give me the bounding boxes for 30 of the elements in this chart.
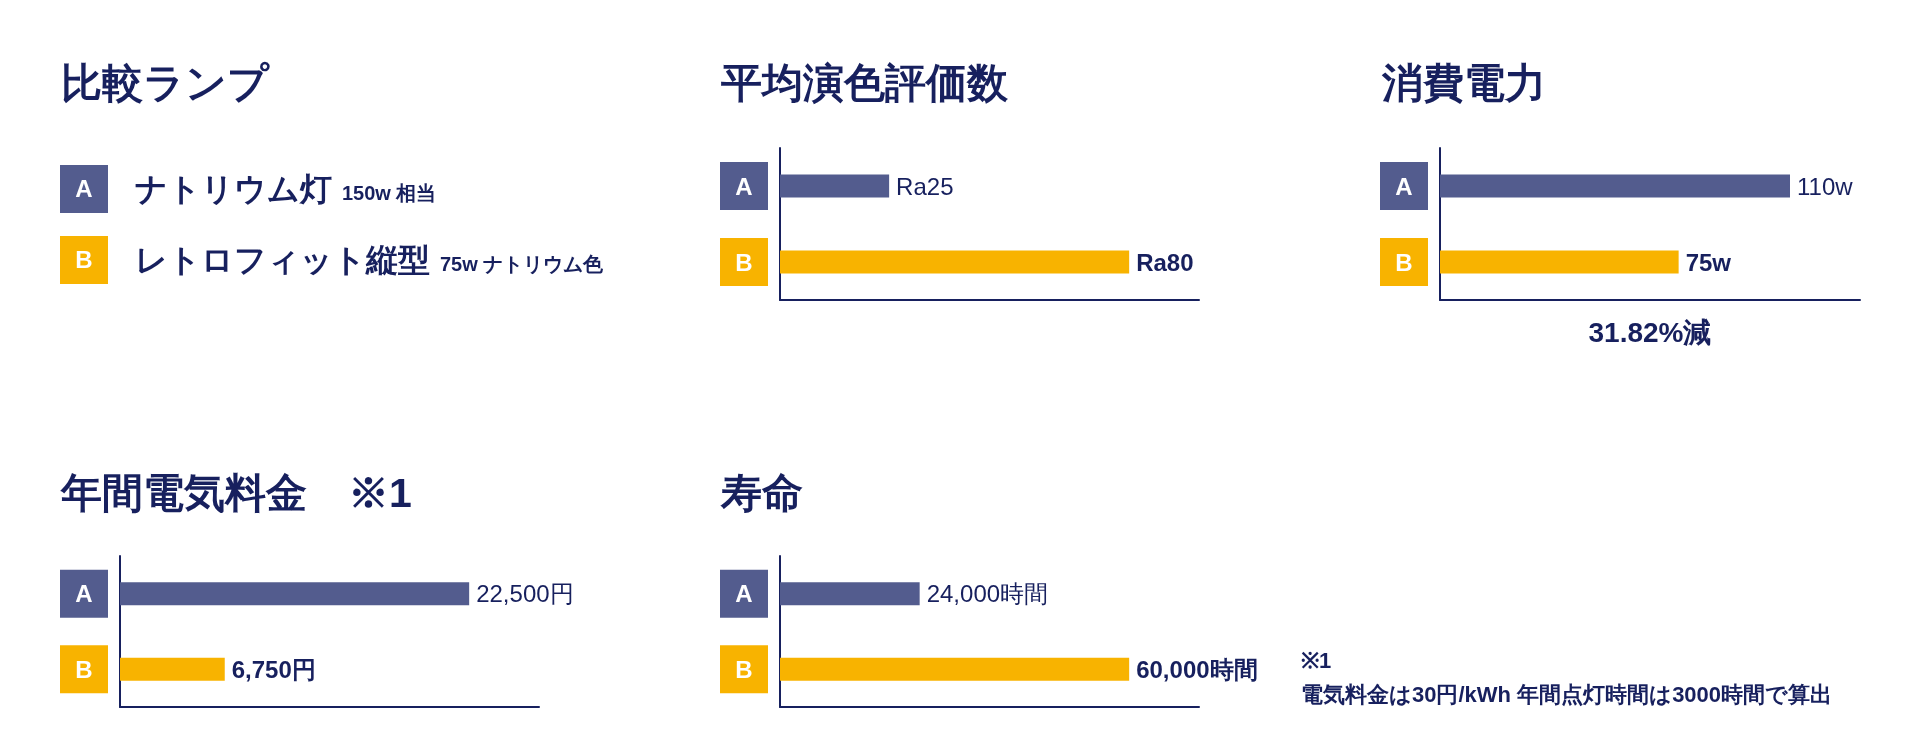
text: 75w ナトリウム色 — [440, 253, 604, 275]
data-label: 6,750円 — [231, 655, 316, 683]
y-tick-label: A — [735, 172, 753, 200]
y-tick-label: B — [735, 248, 753, 276]
data-label: 24,000時間 — [926, 580, 1049, 608]
label-badge: A — [60, 165, 108, 213]
data-label: 22,500円 — [476, 580, 574, 608]
chart-title: 年間電気料金 ※1 — [60, 469, 412, 516]
text: 31.82%減 — [1588, 316, 1712, 348]
y-tick-label: A — [1395, 172, 1413, 200]
text: 比較ランプ — [61, 60, 269, 106]
text: 150w 相当 — [342, 182, 437, 204]
y-tick-label: B — [735, 655, 753, 683]
data-label: 75w — [1685, 248, 1732, 276]
y-tick-label: A — [735, 580, 753, 608]
text: ナトリウム灯 — [135, 171, 332, 207]
chart-title: 寿命 — [720, 469, 803, 516]
y-tick-label: A — [75, 580, 93, 608]
chart-title: 消費電力 — [1381, 59, 1546, 106]
label-badge: B — [60, 236, 108, 284]
data-label: 110w — [1797, 172, 1854, 200]
y-tick-label: B — [75, 655, 93, 683]
text: ※1 — [1301, 648, 1332, 673]
y-tick-label: B — [1395, 248, 1413, 276]
text: 電気料金は30円/kWh 年間点灯時間は3000時間で算出 — [1301, 682, 1833, 707]
data-label: Ra80 — [1136, 248, 1194, 276]
text: レトロフィット縦型 — [135, 242, 430, 278]
data-label: Ra25 — [896, 172, 954, 200]
chart-title: 平均演色評価数 — [720, 59, 1009, 106]
data-label: 60,000時間 — [1136, 655, 1258, 683]
